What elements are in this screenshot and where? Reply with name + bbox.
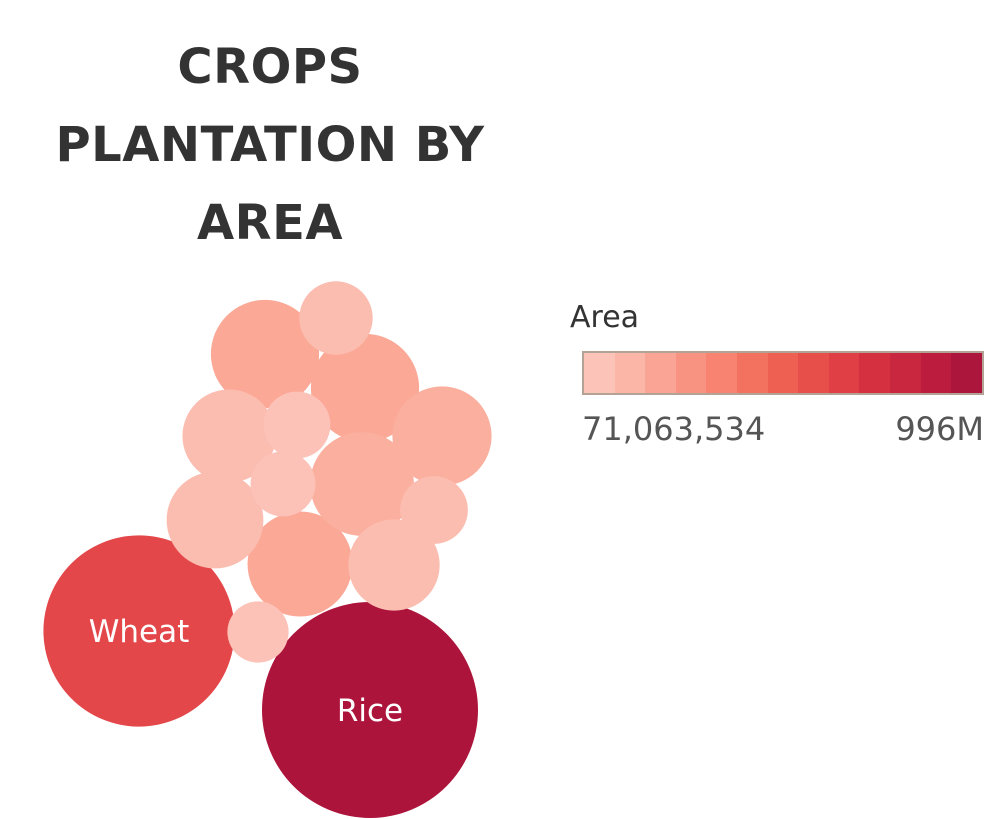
legend-color-step bbox=[828, 353, 860, 393]
legend-color-ramp bbox=[582, 351, 984, 395]
chart-title: CROPS PLANTATION BY AREA bbox=[20, 28, 520, 262]
legend-color-step bbox=[675, 353, 707, 393]
bubble[interactable] bbox=[348, 519, 440, 611]
legend-color-step bbox=[798, 353, 829, 393]
legend-max-label: 996M bbox=[895, 410, 984, 448]
bubble[interactable] bbox=[400, 476, 468, 544]
color-legend: Area 71,063,534 996M bbox=[570, 300, 990, 448]
bubble[interactable] bbox=[210, 299, 320, 409]
legend-title: Area bbox=[570, 300, 640, 335]
bubble-label-wheat: Wheat bbox=[89, 614, 190, 650]
legend-color-step bbox=[890, 353, 921, 393]
chart-title-line-3: AREA bbox=[196, 195, 344, 251]
bubble-label-rice: Rice bbox=[337, 693, 403, 729]
bubble[interactable] bbox=[310, 432, 414, 536]
chart-title-line-1: CROPS bbox=[177, 39, 363, 95]
legend-color-step bbox=[951, 353, 982, 393]
bubble[interactable] bbox=[263, 391, 331, 459]
legend-color-step bbox=[767, 353, 799, 393]
bubble[interactable] bbox=[299, 281, 373, 355]
legend-color-step bbox=[737, 353, 768, 393]
legend-min-label: 71,063,534 bbox=[582, 410, 766, 448]
bubble-wheat[interactable] bbox=[43, 535, 235, 727]
legend-color-step bbox=[859, 353, 891, 393]
bubble[interactable] bbox=[227, 601, 289, 663]
legend-color-step bbox=[584, 353, 615, 393]
bubble[interactable] bbox=[310, 333, 420, 443]
legend-color-step bbox=[706, 353, 738, 393]
bubble[interactable] bbox=[166, 471, 264, 569]
bubble[interactable] bbox=[182, 389, 276, 483]
legend-color-step bbox=[614, 353, 646, 393]
legend-color-step bbox=[920, 353, 952, 393]
legend-color-step bbox=[645, 353, 676, 393]
bubble[interactable] bbox=[247, 511, 353, 617]
chart-title-line-2: PLANTATION BY bbox=[55, 117, 485, 173]
bubble-rice[interactable] bbox=[262, 602, 478, 818]
bubble[interactable] bbox=[250, 451, 316, 517]
bubble[interactable] bbox=[392, 386, 492, 486]
